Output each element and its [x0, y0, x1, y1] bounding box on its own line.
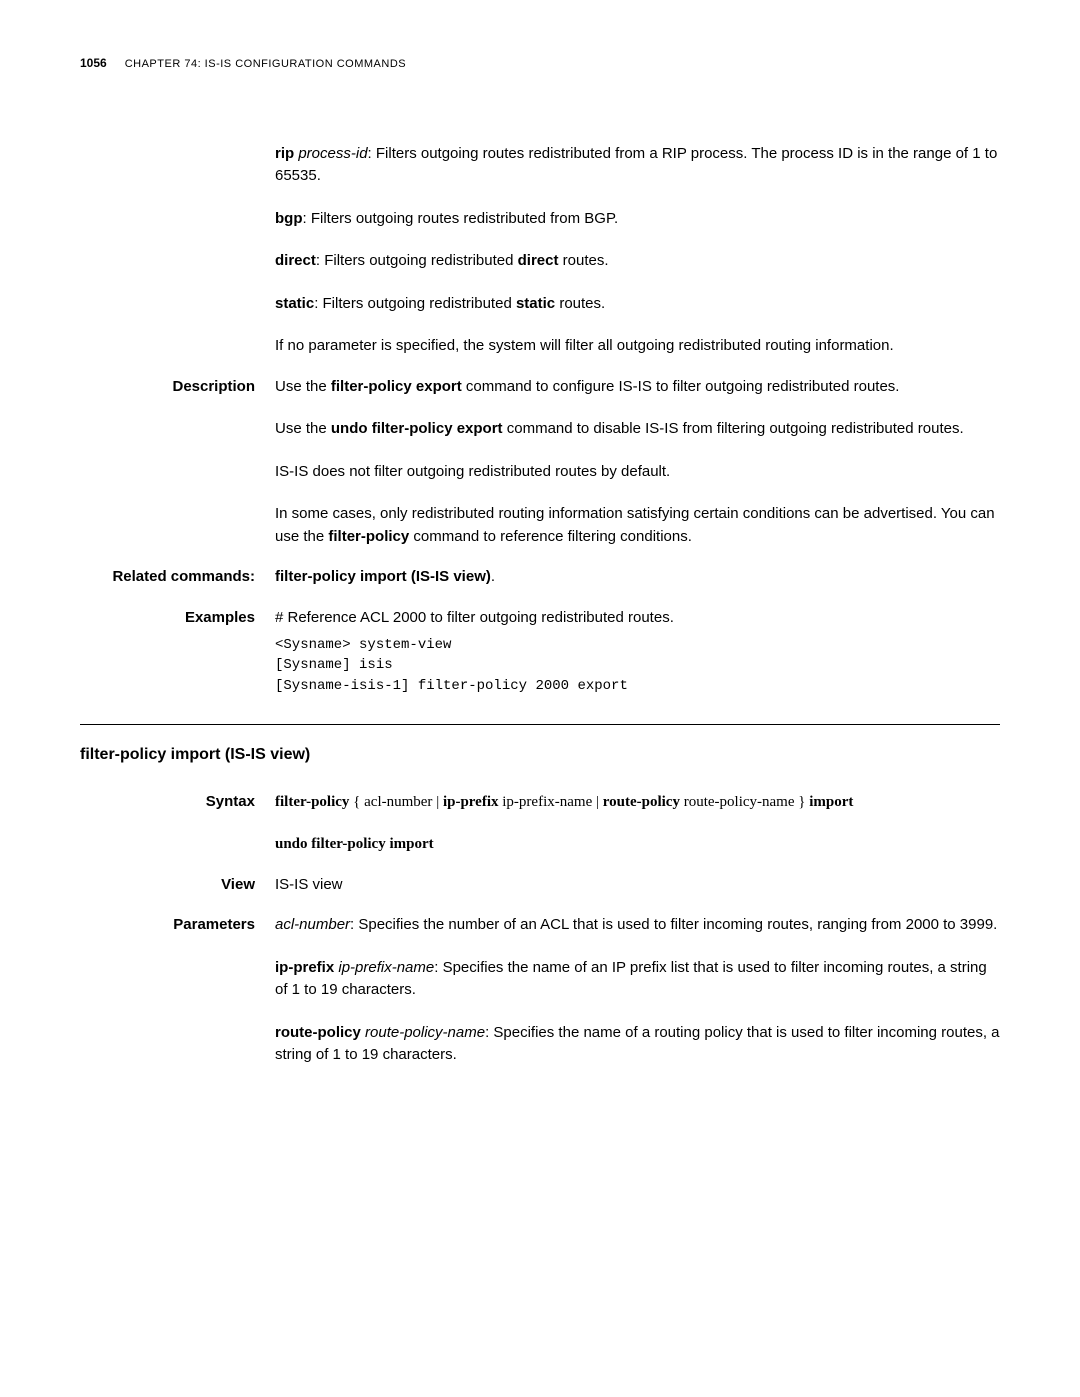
parameters-section: Parameters acl-number: Specifies the num… [80, 914, 1000, 1067]
view-content: IS-IS view [275, 874, 1000, 897]
view-label: View [80, 874, 275, 897]
param-p3: route-policy route-policy-name: Specifie… [275, 1022, 1000, 1067]
top-params-content: rip process-id: Filters outgoing routes … [275, 143, 1000, 358]
desc-p3: IS-IS does not filter outgoing redistrib… [275, 461, 1000, 484]
examples-section: Examples # Reference ACL 2000 to filter … [80, 607, 1000, 696]
param-p1: acl-number: Specifies the number of an A… [275, 914, 1000, 937]
syntax-line1: filter-policy { acl-number | ip-prefix i… [275, 791, 1000, 814]
related-text: filter-policy import (IS-IS view) [275, 568, 491, 585]
desc-p2: Use the undo filter-policy export comman… [275, 418, 1000, 441]
syntax-content: filter-policy { acl-number | ip-prefix i… [275, 791, 1000, 856]
direct-para: direct: Filters outgoing redistributed d… [275, 250, 1000, 273]
chapter-title: CHAPTER 74: IS-IS CONFIGURATION COMMANDS [125, 56, 406, 73]
related-label: Related commands: [80, 566, 275, 589]
top-params-section: rip process-id: Filters outgoing routes … [80, 143, 1000, 358]
divider [80, 724, 1000, 725]
syntax-line2: undo filter-policy import [275, 833, 1000, 856]
noparam-para: If no parameter is specified, the system… [275, 335, 1000, 358]
syntax-label: Syntax [80, 791, 275, 856]
view-section: View IS-IS view [80, 874, 1000, 897]
related-content: filter-policy import (IS-IS view). [275, 566, 1000, 589]
syntax-section: Syntax filter-policy { acl-number | ip-p… [80, 791, 1000, 856]
desc-p4: In some cases, only redistributed routin… [275, 503, 1000, 548]
rip-para: rip process-id: Filters outgoing routes … [275, 143, 1000, 188]
parameters-label: Parameters [80, 914, 275, 1067]
examples-label: Examples [80, 607, 275, 696]
desc-p1: Use the filter-policy export command to … [275, 376, 1000, 399]
related-section: Related commands: filter-policy import (… [80, 566, 1000, 589]
parameters-content: acl-number: Specifies the number of an A… [275, 914, 1000, 1067]
description-label: Description [80, 376, 275, 549]
static-para: static: Filters outgoing redistributed s… [275, 293, 1000, 316]
page-header: 1056 CHAPTER 74: IS-IS CONFIGURATION COM… [80, 54, 1000, 73]
label-empty [80, 143, 275, 358]
bgp-para: bgp: Filters outgoing routes redistribut… [275, 208, 1000, 231]
example-text: # Reference ACL 2000 to filter outgoing … [275, 607, 1000, 630]
page-number: 1056 [80, 54, 107, 72]
description-section: Description Use the filter-policy export… [80, 376, 1000, 549]
examples-content: # Reference ACL 2000 to filter outgoing … [275, 607, 1000, 696]
description-content: Use the filter-policy export command to … [275, 376, 1000, 549]
param-p2: ip-prefix ip-prefix-name: Specifies the … [275, 957, 1000, 1002]
example-code: <Sysname> system-view [Sysname] isis [Sy… [275, 635, 1000, 696]
section-heading: filter-policy import (IS-IS view) [80, 743, 1000, 767]
